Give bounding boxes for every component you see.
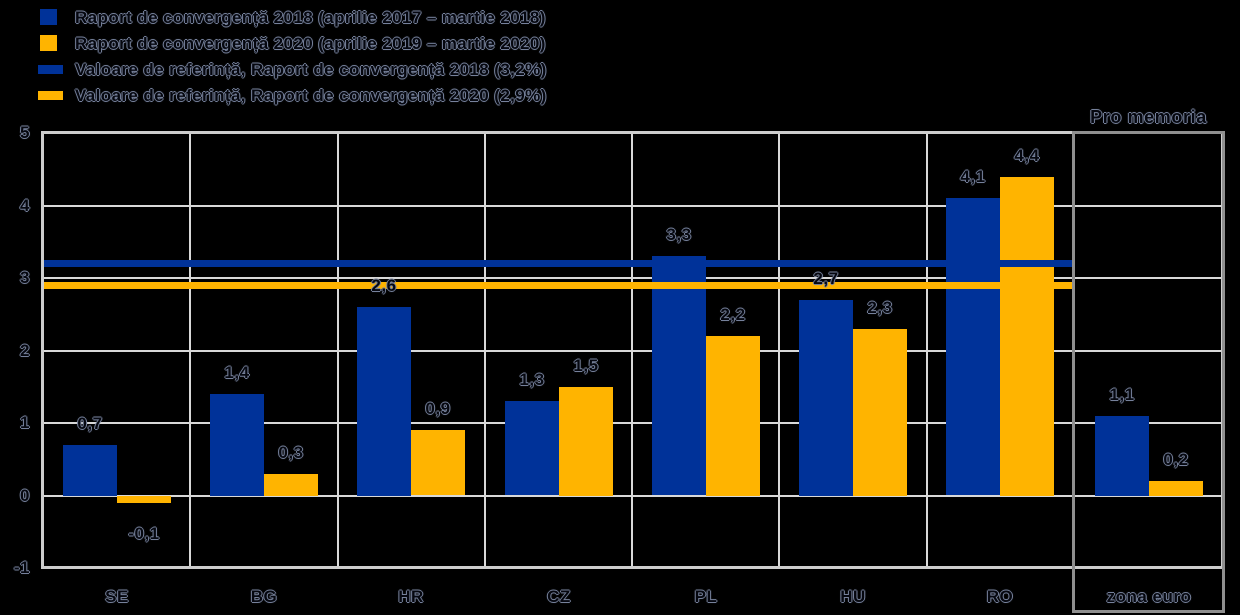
legend-line-marker-3 xyxy=(38,91,63,100)
bar-2018-zona-euro xyxy=(1095,416,1149,496)
bar-label-2020-hr: 0,9 xyxy=(425,399,451,418)
bar-label-2018-se: 0,7 xyxy=(77,414,103,433)
bar-2020-ro xyxy=(1000,177,1054,496)
y-tick-label-1: 1 xyxy=(20,413,30,432)
gridline-v-5 xyxy=(778,133,780,568)
bar-2018-se xyxy=(63,445,117,496)
gridline-v-2 xyxy=(337,133,339,568)
legend-item-0: Raport de convergență 2018 (aprilie 2017… xyxy=(0,7,700,33)
bar-2018-hr xyxy=(357,307,411,496)
x-axis-label-bg: BG xyxy=(250,587,278,606)
legend-label-2: Valoare de referință, Raport de converge… xyxy=(75,60,547,79)
legend: Raport de convergență 2018 (aprilie 2017… xyxy=(0,0,700,115)
y-tick-label-4: 4 xyxy=(20,196,30,215)
bar-label-2018-pl: 3,3 xyxy=(666,225,692,244)
bar-2020-hr xyxy=(411,430,465,495)
bar-2020-se xyxy=(117,496,171,503)
y-tick-label--1: -1 xyxy=(13,558,30,577)
legend-item-2: Valoare de referință, Raport de converge… xyxy=(0,59,700,85)
gridline-v-3 xyxy=(484,133,486,568)
x-axis-label-ro: RO xyxy=(986,587,1014,606)
bar-label-2020-pl: 2,2 xyxy=(720,305,746,324)
legend-line-marker-2 xyxy=(38,65,63,74)
y-tick-label-3: 3 xyxy=(20,268,30,287)
bar-label-2020-bg: 0,3 xyxy=(278,443,304,462)
gridline-h-1 xyxy=(43,422,1223,424)
legend-label-0: Raport de convergență 2018 (aprilie 2017… xyxy=(75,8,546,27)
bar-2018-hu xyxy=(799,300,853,496)
reference-line-2020 xyxy=(44,282,1074,289)
y-tick-label-0: 0 xyxy=(20,486,30,505)
bar-2018-pl xyxy=(652,256,706,495)
legend-label-1: Raport de convergență 2020 (aprilie 2019… xyxy=(75,34,546,53)
bar-2020-bg xyxy=(264,474,318,496)
legend-item-1: Raport de convergență 2020 (aprilie 2019… xyxy=(0,33,700,59)
bar-label-2018-cz: 1,3 xyxy=(519,370,545,389)
pro-memoria-box xyxy=(1072,131,1225,613)
pro-memoria-title: Pro memoria xyxy=(1090,107,1207,127)
y-tick-label-5: 5 xyxy=(20,123,30,142)
bar-label-2018-zona-euro: 1,1 xyxy=(1109,385,1135,404)
gridline-v-4 xyxy=(631,133,633,568)
bar-label-2018-hu: 2,7 xyxy=(813,269,839,288)
bar-label-2020-cz: 1,5 xyxy=(573,356,599,375)
bar-label-2018-ro: 4,1 xyxy=(960,167,986,186)
bar-label-2020-hu: 2,3 xyxy=(867,298,893,317)
gridline-h-3 xyxy=(43,277,1223,279)
gridline-v-1 xyxy=(189,133,191,568)
bar-2020-hu xyxy=(853,329,907,496)
legend-label-3: Valoare de referință, Raport de converge… xyxy=(75,86,547,105)
legend-square-marker-0 xyxy=(40,9,57,25)
legend-square-marker-1 xyxy=(40,35,57,51)
gridline-h-4 xyxy=(43,205,1223,207)
bar-label-2020-zona-euro: 0,2 xyxy=(1163,450,1189,469)
bar-label-2020-ro: 4,4 xyxy=(1014,146,1040,165)
x-axis-label-zona-euro: zona euro xyxy=(1106,587,1192,606)
x-axis-label-cz: CZ xyxy=(547,587,571,606)
bar-label-2018-bg: 1,4 xyxy=(224,363,250,382)
x-axis-label-hr: HR xyxy=(398,587,424,606)
x-axis-label-hu: HU xyxy=(840,587,866,606)
gridline-v-6 xyxy=(926,133,928,568)
bar-2020-cz xyxy=(559,387,613,496)
x-axis-label-se: SE xyxy=(105,587,129,606)
bar-label-2018-hr: 2,6 xyxy=(371,276,397,295)
x-axis-label-pl: PL xyxy=(694,587,718,606)
bar-2020-zona-euro xyxy=(1149,481,1203,496)
y-tick-label-2: 2 xyxy=(20,341,30,360)
bar-label-2020-se: -0,1 xyxy=(128,524,160,543)
bar-2018-bg xyxy=(210,394,264,496)
reference-line-2018 xyxy=(44,260,1074,267)
bar-2020-pl xyxy=(706,336,760,496)
gridline-h-2 xyxy=(43,350,1223,352)
bar-2018-cz xyxy=(505,401,559,495)
bar-2018-ro xyxy=(946,198,1000,495)
legend-item-3: Valoare de referință, Raport de converge… xyxy=(0,85,700,111)
gridline-h-0 xyxy=(43,495,1223,497)
